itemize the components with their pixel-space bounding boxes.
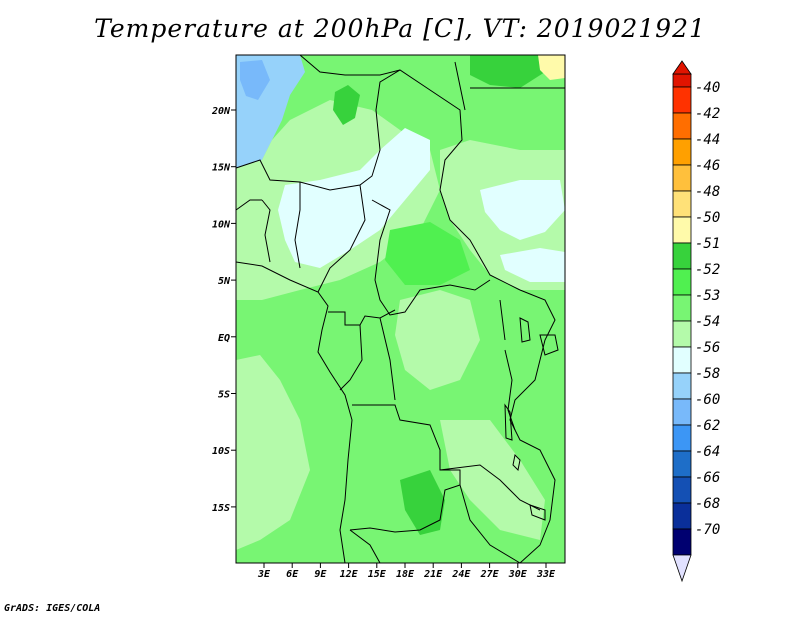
- colorbar-box: [672, 242, 692, 270]
- field-dark-green-region-northeast: [470, 55, 545, 88]
- colorbar-level-label: -46: [695, 158, 720, 174]
- colorbar-box: [672, 86, 692, 114]
- border-east-africa: [509, 289, 556, 564]
- colorbar-box: [672, 164, 692, 192]
- colorbar-box: [672, 216, 692, 244]
- lon-label: 24E: [451, 569, 471, 580]
- colorbar-box: [672, 346, 692, 374]
- lat-label: 10S: [212, 446, 230, 457]
- colorbar-box: [672, 320, 692, 348]
- lat-label: 10N: [212, 219, 231, 230]
- lon-label: 18E: [396, 569, 415, 580]
- field-light-blue-region-2: [240, 60, 270, 100]
- lat-label: 15S: [212, 503, 230, 514]
- colorbar-level-label: -68: [695, 496, 720, 512]
- colorbar-level-label: -40: [695, 80, 720, 96]
- border-congo: [328, 309, 396, 401]
- colorbar-box: [672, 424, 692, 452]
- colorbar-box: [672, 476, 692, 504]
- grads-credit: GrADS: IGES/COLA: [4, 603, 101, 614]
- colorbar-level-label: -56: [695, 340, 720, 356]
- colorbar-level-label: -70: [695, 522, 720, 538]
- colorbar-box: [672, 268, 692, 296]
- colorbar-level-label: -42: [695, 106, 720, 122]
- colorbar-box: [672, 528, 692, 556]
- map-frame: [235, 54, 566, 564]
- field-pale-green-region-southeast: [440, 420, 545, 540]
- colorbar-box: [672, 450, 692, 478]
- colorbar-level-label: -51: [695, 236, 720, 252]
- colorbar-box: [672, 138, 692, 166]
- colorbar-boxes: [672, 60, 692, 583]
- longitude-labels: 3E 6E 9E 12E 15E 18E 21E 24E 27E 30E 33E: [257, 563, 556, 580]
- chart-title: Temperature at 200hPa [C], VT: 201902192…: [94, 14, 706, 43]
- colorbar-box: [672, 502, 692, 530]
- colorbar-level-label: -52: [695, 262, 720, 278]
- border-coastline-west: [235, 261, 353, 564]
- colorbar-box: [672, 372, 692, 400]
- colorbar-box: [672, 398, 692, 426]
- colorbar-labels: -40 -42 -44 -46 -48 -50 -51 -52 -53 -54 -56 -58 -60 -…: [695, 80, 720, 538]
- lon-label: 12E: [340, 569, 359, 580]
- colorbar-box: [672, 190, 692, 218]
- border-south: [349, 464, 541, 564]
- colorbar-bottom-arrow: [672, 554, 692, 583]
- lon-label: 21E: [423, 569, 443, 580]
- colorbar-level-label: -62: [695, 418, 720, 434]
- field-yellow-region: [538, 55, 565, 80]
- colorbar-level-label: -53: [695, 288, 720, 304]
- lon-label: 30E: [508, 569, 528, 580]
- colorbar-box: [672, 112, 692, 140]
- border-sahel: [235, 69, 521, 291]
- colorbar-level-label: -44: [695, 132, 720, 148]
- colorbar-top-arrow: [672, 60, 692, 75]
- border-central: [371, 199, 491, 316]
- colorbar-level-label: -50: [695, 210, 720, 226]
- map-field: [236, 55, 565, 563]
- lon-label: 15E: [368, 569, 387, 580]
- lon-label: 3E: [257, 569, 271, 580]
- lon-label: 33E: [536, 569, 556, 580]
- lon-label: 9E: [314, 569, 327, 580]
- lat-label: 5N: [218, 276, 231, 287]
- lat-label: 20N: [211, 106, 231, 117]
- border-north: [299, 54, 565, 111]
- border-angola-zambia: [349, 404, 461, 533]
- colorbar-level-label: -66: [695, 470, 720, 486]
- field-very-light-blue-region-east: [480, 180, 565, 240]
- latitude-labels: 20N 15N 10N 5N EQ 5S 10S 15S: [211, 106, 236, 514]
- colorbar-level-label: -58: [695, 366, 720, 382]
- colorbar-level-label: -60: [695, 392, 720, 408]
- field-pale-green-region-south: [236, 355, 310, 550]
- colorbar-box: [672, 294, 692, 322]
- border-west-africa: [235, 182, 366, 293]
- field-pale-green-region-central: [395, 290, 480, 390]
- field-dark-green-region-south: [400, 470, 445, 535]
- colorbar-level-label: -54: [695, 314, 720, 330]
- colorbar-box: [672, 73, 692, 88]
- border-lakes-outlines: [504, 317, 559, 521]
- border-great-lakes: [499, 299, 516, 431]
- lon-label: 6E: [286, 569, 299, 580]
- field-dark-green-region-north: [333, 85, 360, 125]
- country-borders: [235, 54, 565, 564]
- lat-label: EQ: [218, 333, 230, 344]
- lat-label: 5S: [218, 390, 230, 401]
- colorbar-level-label: -64: [695, 444, 720, 460]
- field-very-light-blue-region-west: [278, 128, 430, 268]
- lon-label: 27E: [480, 569, 500, 580]
- field-very-light-blue-region-east-2: [500, 248, 565, 282]
- colorbar-level-label: -48: [695, 184, 720, 200]
- lat-label: 15N: [212, 163, 231, 174]
- field-mid-green-region-central: [385, 222, 470, 285]
